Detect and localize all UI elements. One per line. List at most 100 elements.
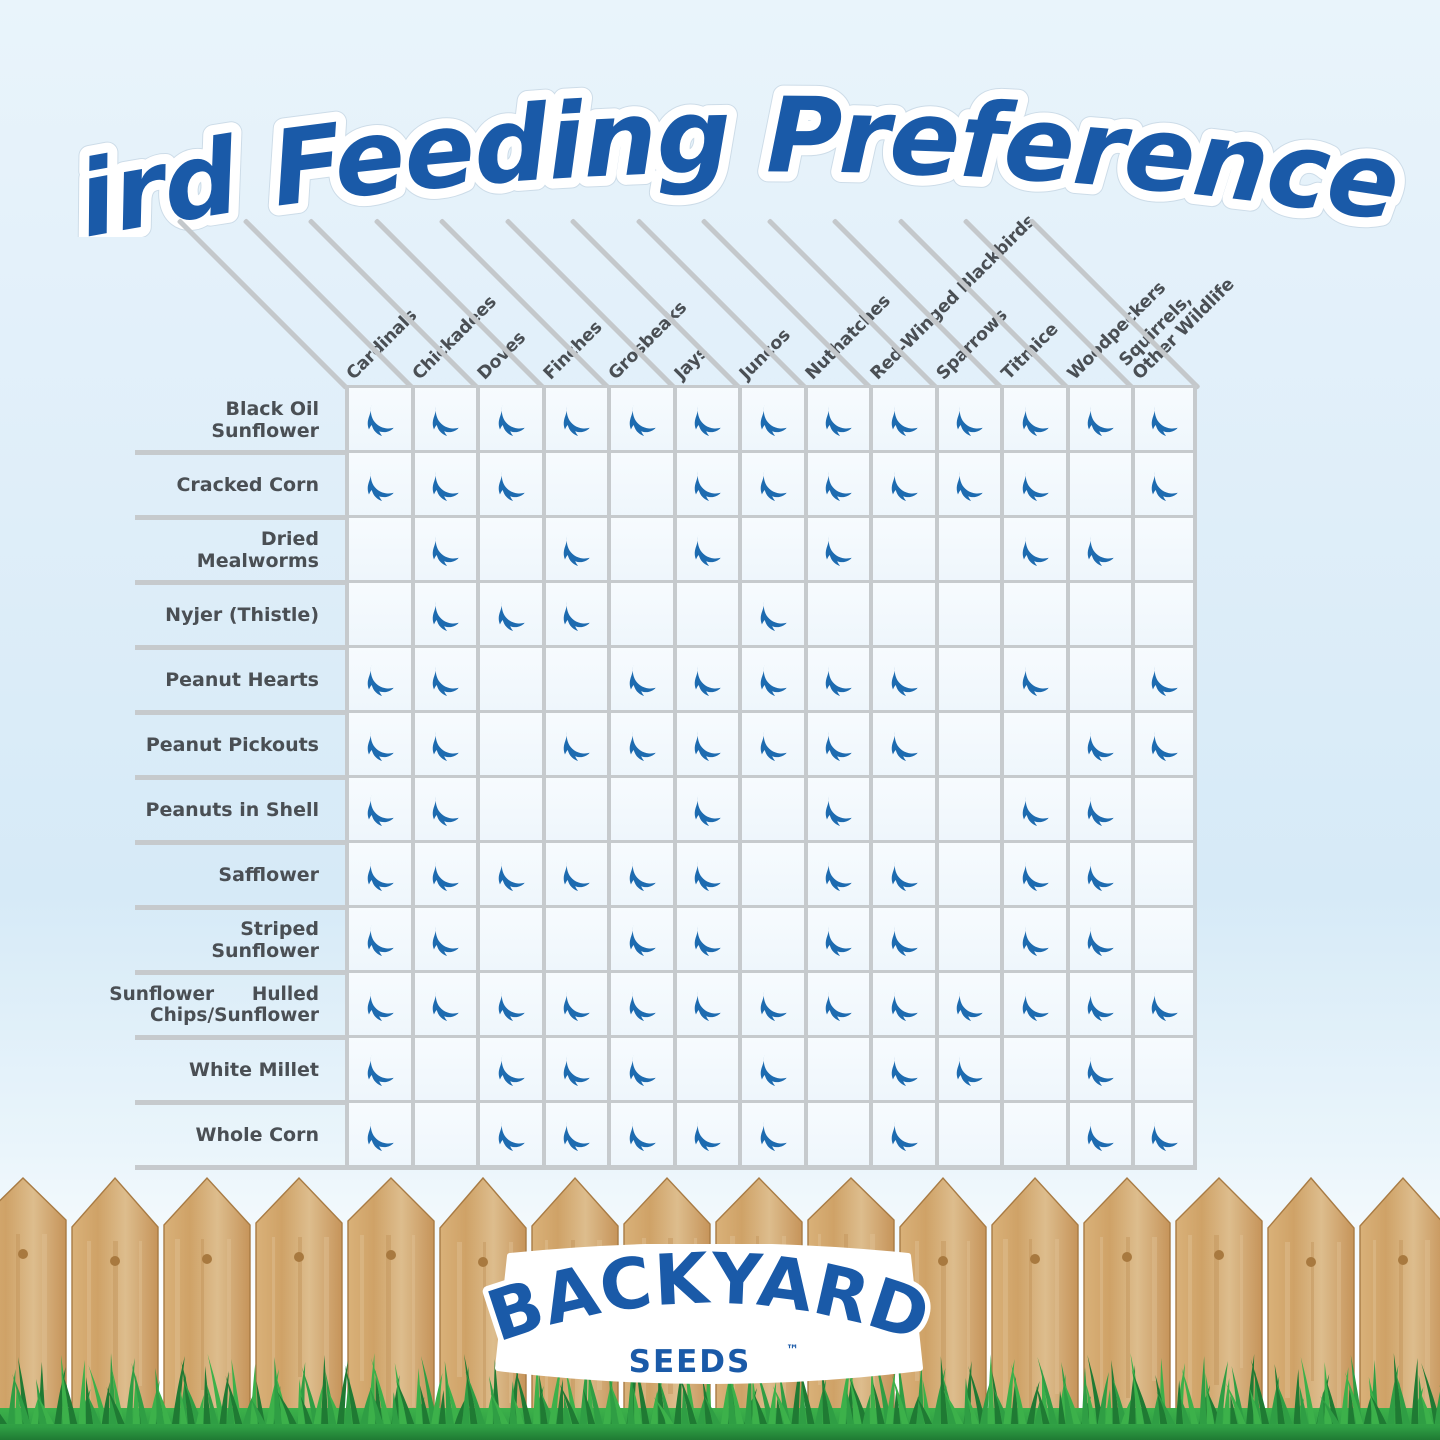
grass-blade xyxy=(225,1376,243,1424)
column-header-8: Nuthatches xyxy=(635,200,894,390)
preference-chart: CardinalsChickadeesDovesFinchesGrosbeaks… xyxy=(109,200,1263,1170)
cell-empty xyxy=(1131,778,1197,843)
cell-marked xyxy=(476,973,542,1038)
flying-bird-icon xyxy=(1146,468,1182,504)
cell-marked xyxy=(803,973,869,1038)
flying-bird-icon xyxy=(689,468,725,504)
cell-marked xyxy=(803,908,869,973)
wood-grain xyxy=(175,1239,180,1407)
cell-marked xyxy=(476,843,542,908)
flying-bird-icon xyxy=(558,533,594,569)
flying-bird-icon xyxy=(362,923,398,959)
flying-bird-icon xyxy=(624,663,660,699)
cell-empty xyxy=(1000,713,1066,778)
grass-blade xyxy=(78,1360,86,1424)
table-row: Striped Sunflower xyxy=(135,908,1197,975)
grass-blade xyxy=(753,1393,767,1424)
grass-blade xyxy=(337,1360,349,1424)
cell-marked xyxy=(410,843,476,908)
fence-screw xyxy=(1030,1254,1040,1264)
grass-blade xyxy=(909,1392,921,1424)
grass-blade xyxy=(1225,1383,1246,1424)
grass-blade xyxy=(415,1368,423,1424)
grass-blade xyxy=(156,1385,172,1424)
cell-marked xyxy=(345,908,411,973)
flying-bird-icon xyxy=(951,988,987,1024)
flying-bird-icon xyxy=(624,1053,660,1089)
flying-bird-icon xyxy=(558,728,594,764)
cell-marked xyxy=(1000,973,1066,1038)
flying-bird-icon xyxy=(820,858,856,894)
cell-marked xyxy=(738,648,804,713)
cell-empty xyxy=(1131,908,1197,973)
flying-bird-icon xyxy=(1082,858,1118,894)
flying-bird-icon xyxy=(755,403,791,439)
grass-blade xyxy=(1026,1381,1040,1424)
cell-marked xyxy=(738,1038,804,1103)
fence-screw xyxy=(478,1257,488,1267)
grass-blade xyxy=(1420,1392,1434,1424)
grass-blade xyxy=(1081,1367,1089,1424)
flying-bird-icon xyxy=(689,663,725,699)
cell-empty xyxy=(1065,453,1131,518)
grass-blade xyxy=(846,1389,854,1424)
grass-blade xyxy=(943,1390,963,1424)
grass-blade xyxy=(207,1354,226,1424)
cell-marked xyxy=(672,843,738,908)
cell-empty xyxy=(869,583,935,648)
fence-picket xyxy=(71,1176,159,1423)
cell-marked xyxy=(934,453,1000,518)
cell-marked xyxy=(934,973,1000,1038)
wood-grain xyxy=(1214,1235,1219,1385)
cell-empty xyxy=(1131,843,1197,908)
grass-blade xyxy=(301,1367,320,1424)
flying-bird-icon xyxy=(689,728,725,764)
grass-blade xyxy=(980,1383,990,1424)
flying-bird-icon xyxy=(1082,793,1118,829)
cell-empty xyxy=(738,518,804,583)
wood-grain xyxy=(227,1239,231,1373)
column-header-end-rule xyxy=(1028,200,1263,390)
grass-blade xyxy=(203,1366,211,1424)
grass-blade xyxy=(15,1386,23,1424)
grass-blade xyxy=(1176,1380,1183,1424)
flying-bird-icon xyxy=(820,533,856,569)
cell-marked xyxy=(738,453,804,518)
flying-bird-icon xyxy=(689,793,725,829)
flying-bird-icon xyxy=(1146,403,1182,439)
grass-blade xyxy=(1156,1392,1175,1424)
wood-grain xyxy=(457,1242,462,1377)
flying-bird-icon xyxy=(1082,1053,1118,1089)
grass-blade xyxy=(132,1375,140,1424)
cell-marked xyxy=(738,1103,804,1168)
flying-bird-icon xyxy=(689,1118,725,1154)
table-row: Peanut Pickouts xyxy=(135,713,1197,780)
grass-blade xyxy=(0,1413,7,1424)
fence-screw xyxy=(1306,1257,1316,1267)
logo-subtitle: SEEDS xyxy=(629,1344,752,1380)
cell-marked xyxy=(1000,648,1066,713)
grass-blade xyxy=(892,1375,909,1424)
wood-grain xyxy=(272,1237,275,1394)
table-row: Black Oil Sunflower xyxy=(135,385,1197,455)
cell-marked xyxy=(869,713,935,778)
grass-blades xyxy=(0,1353,1440,1440)
flying-bird-icon xyxy=(624,728,660,764)
cell-empty xyxy=(934,583,1000,648)
cell-marked xyxy=(541,713,607,778)
grass-blade xyxy=(775,1398,783,1424)
cell-marked xyxy=(410,648,476,713)
brand-logo[interactable]: BACKYARD BACKYARD SEEDS ™ xyxy=(474,1244,944,1394)
cell-marked xyxy=(541,583,607,648)
flying-bird-icon xyxy=(362,468,398,504)
grass-blade xyxy=(1320,1396,1340,1424)
wood-grain xyxy=(1029,1239,1032,1411)
fence-screw xyxy=(1122,1252,1132,1262)
flying-bird-icon xyxy=(362,403,398,439)
cell-empty xyxy=(803,1103,869,1168)
flying-bird-icon xyxy=(493,468,529,504)
grass-blade xyxy=(1249,1388,1262,1424)
grass-blade xyxy=(1324,1362,1332,1424)
wood-grain xyxy=(1399,1240,1403,1428)
grass-blade xyxy=(885,1370,896,1424)
